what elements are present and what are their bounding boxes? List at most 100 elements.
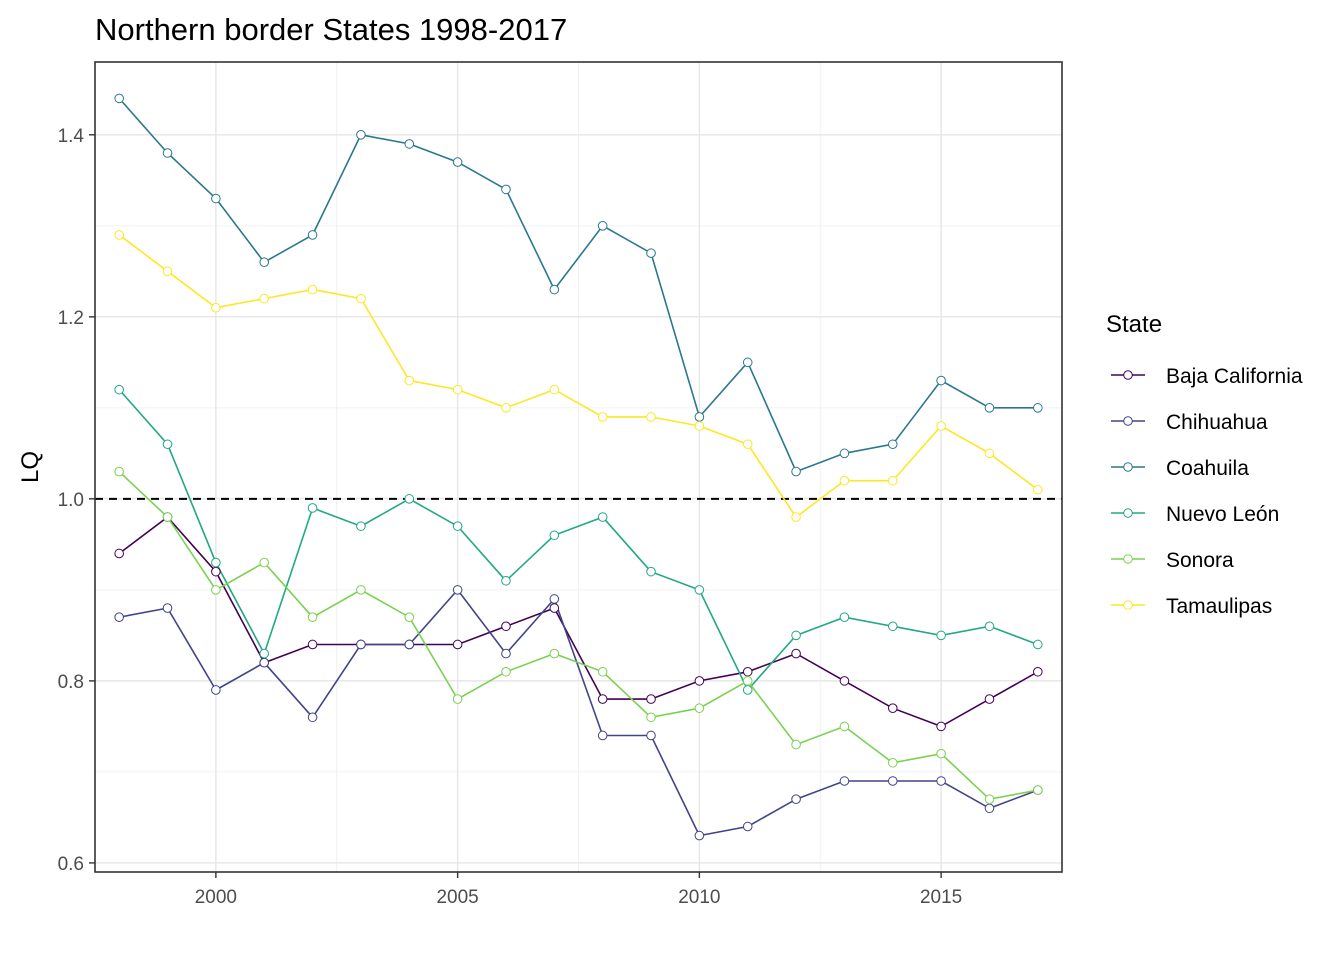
legend-key-point: [1123, 508, 1133, 518]
data-point: [791, 739, 801, 750]
y-tick-label: 0.6: [58, 854, 84, 875]
data-point: [646, 712, 656, 723]
data-point: [839, 475, 850, 486]
data-point: [404, 139, 415, 149]
data-point: [501, 666, 511, 677]
data-point: [742, 439, 753, 450]
data-point: [1033, 785, 1043, 795]
data-point: [259, 648, 270, 659]
data-point: [694, 703, 705, 713]
series-line-2: [118, 97, 1038, 473]
data-point: [501, 184, 511, 195]
data-point: [356, 521, 366, 531]
legend-label: Chihuahua: [1166, 411, 1268, 434]
data-point: [307, 712, 318, 723]
data-point: [887, 439, 898, 450]
data-point: [162, 512, 173, 522]
legend-title: State: [1106, 311, 1162, 338]
data-point: [936, 721, 946, 732]
data-point: [887, 776, 898, 786]
data-point: [984, 794, 995, 804]
data-point: [549, 284, 560, 295]
data-point: [839, 676, 850, 686]
data-point: [549, 384, 560, 395]
data-point: [356, 639, 366, 650]
data-point: [887, 703, 898, 713]
series-line-5: [118, 234, 1039, 519]
data-point: [742, 666, 753, 677]
series-line-0: [118, 516, 1039, 728]
data-point: [307, 230, 318, 240]
data-point: [501, 403, 511, 413]
data-point: [114, 384, 124, 395]
data-point: [646, 248, 656, 258]
data-point: [597, 512, 608, 522]
data-point: [984, 403, 995, 413]
data-point: [114, 466, 124, 477]
data-point: [791, 648, 801, 659]
data-point: [1033, 639, 1043, 650]
plot-area: 2000 2005 2010 2015 0.6 0.8 1.0 1.2 1.4: [58, 61, 1063, 908]
data-point: [114, 612, 124, 622]
data-point: [114, 230, 124, 240]
data-point: [936, 375, 946, 386]
data-point: [791, 630, 801, 641]
data-point: [936, 748, 946, 759]
x-tick-label: 2010: [678, 887, 720, 908]
series-line-4: [118, 471, 1038, 801]
data-point: [694, 830, 705, 841]
data-point: [549, 530, 560, 541]
data-point: [356, 130, 366, 140]
data-point: [549, 648, 560, 659]
data-point: [694, 412, 705, 422]
data-point: [839, 448, 850, 459]
data-point: [114, 548, 124, 559]
data-point: [404, 639, 415, 650]
data-point: [404, 375, 415, 386]
data-point: [742, 676, 753, 686]
data-point: [597, 221, 608, 231]
data-point: [646, 730, 656, 741]
data-point: [356, 293, 366, 304]
data-point: [839, 776, 850, 786]
data-point: [404, 494, 415, 504]
data-point: [452, 521, 463, 531]
data-point: [1033, 666, 1043, 677]
legend-key-point: [1123, 370, 1133, 380]
data-point: [646, 412, 656, 422]
data-point: [259, 293, 270, 304]
data-point: [162, 439, 173, 450]
data-point: [211, 585, 221, 595]
plot-border: [94, 61, 1063, 873]
data-point: [211, 685, 221, 695]
legend: State Baja California Chihuahua Coahuila Nu…: [1106, 311, 1303, 618]
data-point: [211, 566, 221, 577]
data-point: [162, 603, 173, 613]
data-point: [501, 648, 511, 659]
data-point: [887, 475, 898, 486]
x-tick-label: 2005: [436, 887, 478, 908]
data-point: [259, 557, 270, 568]
data-point: [501, 575, 511, 586]
y-tick-label: 1.4: [58, 126, 85, 147]
data-point: [936, 421, 946, 431]
data-point: [452, 384, 463, 395]
data-point: [211, 557, 221, 568]
data-point: [307, 612, 318, 622]
legend-key-point: [1123, 600, 1133, 610]
data-point: [1033, 484, 1043, 495]
data-point: [984, 803, 995, 814]
data-point: [452, 639, 463, 650]
data-point: [984, 621, 995, 632]
data-point: [646, 694, 656, 704]
data-point: [597, 730, 608, 741]
series-line-1: [119, 588, 1039, 837]
data-point: [597, 694, 608, 704]
legend-label: Coahuila: [1166, 457, 1249, 480]
data-point: [742, 685, 753, 695]
data-point: [404, 612, 415, 622]
data-point: [742, 357, 753, 368]
data-point: [452, 157, 463, 167]
y-axis-title: LQ: [17, 451, 44, 483]
